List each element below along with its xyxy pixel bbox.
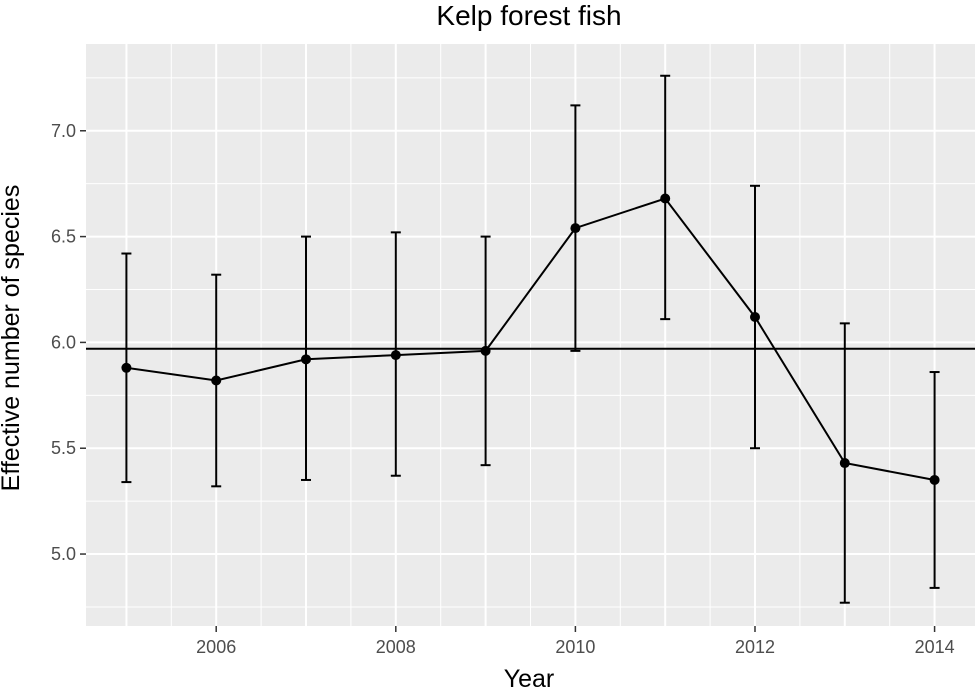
data-point	[839, 458, 850, 469]
x-tick-label: 2008	[376, 637, 416, 657]
data-point	[211, 375, 222, 386]
data-point	[570, 223, 581, 234]
x-axis-title: Year	[504, 665, 555, 689]
data-point	[929, 474, 940, 485]
axis-ticks	[80, 130, 936, 632]
major-gridlines	[86, 44, 975, 626]
minor-gridlines	[86, 44, 975, 626]
y-tick-label: 5.5	[51, 438, 76, 458]
data-point	[480, 345, 491, 356]
data-point	[390, 350, 401, 361]
data-point	[121, 362, 132, 373]
data-point	[749, 312, 760, 323]
y-tick-labels: 5.0 5.5 6.0 6.5 7.0	[51, 121, 76, 564]
x-tick-label: 2010	[555, 637, 595, 657]
data-point	[660, 193, 671, 204]
y-tick-label: 6.5	[51, 227, 76, 247]
x-tick-labels: 2006 2008 2010 2012 2014	[196, 637, 954, 657]
x-tick-label: 2006	[196, 637, 236, 657]
y-tick-label: 5.0	[51, 544, 76, 564]
series-line	[126, 197, 935, 481]
y-axis-title: Effective number of species	[0, 185, 25, 492]
chart-title: Kelp forest fish	[436, 0, 621, 31]
data-points	[121, 193, 940, 485]
y-tick-label: 7.0	[51, 121, 76, 141]
x-tick-label: 2012	[735, 637, 775, 657]
y-tick-label: 6.0	[51, 332, 76, 352]
data-point	[301, 354, 312, 365]
x-tick-label: 2014	[915, 637, 955, 657]
